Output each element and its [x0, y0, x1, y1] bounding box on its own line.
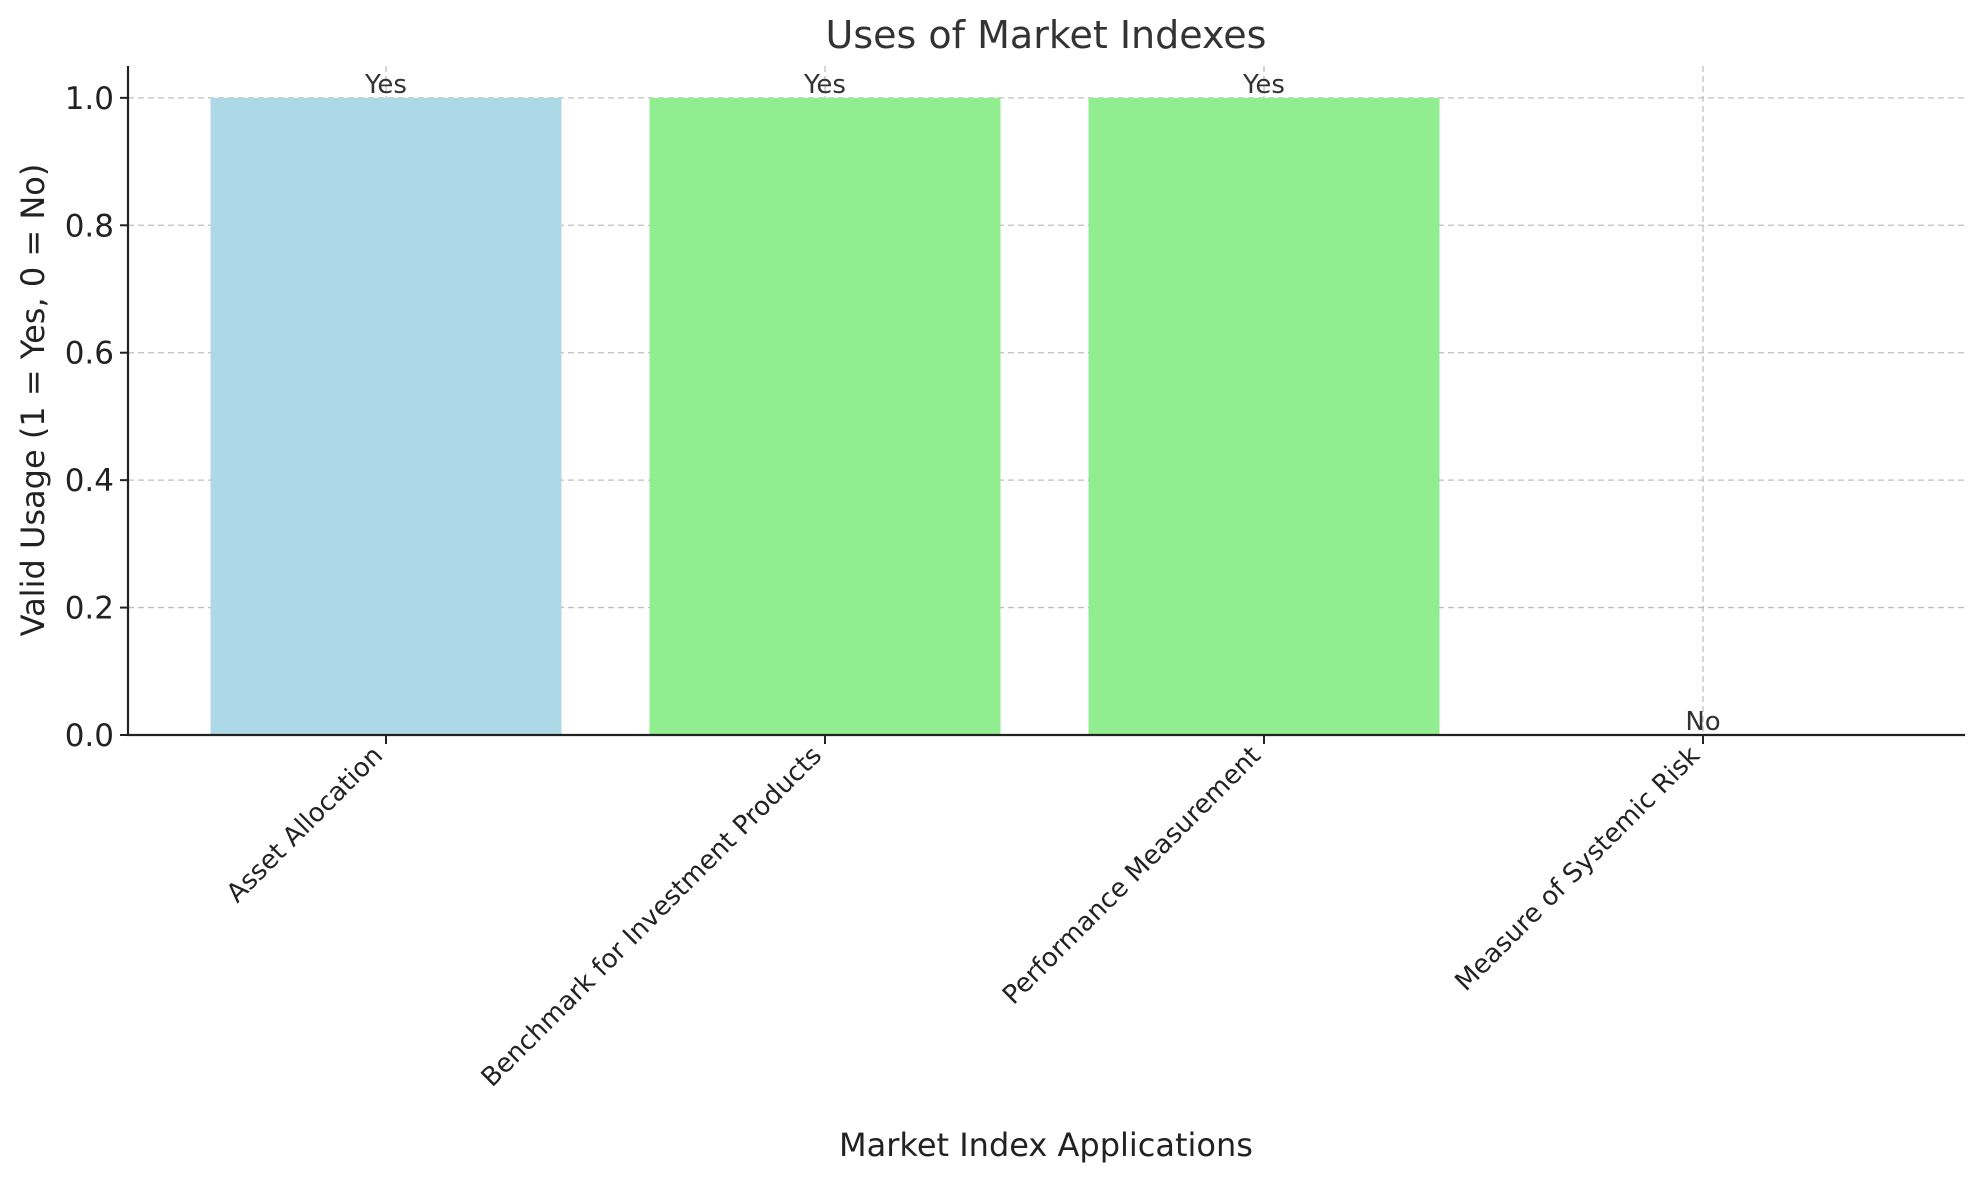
y-tick-label: 0.2 [65, 591, 114, 627]
bar [1088, 97, 1440, 736]
y-tick-label: 0.6 [65, 336, 114, 372]
x-tick-label: Asset Allocation [221, 741, 389, 909]
bar [210, 97, 562, 736]
data-label: No [1685, 707, 1720, 737]
x-tick-label: Measure of Systemic Risk [1449, 741, 1705, 997]
x-tick-label: Benchmark for Investment Products [476, 741, 828, 1093]
bar [649, 97, 1001, 736]
axes [126, 66, 1965, 737]
x-tick-label: Performance Measurement [997, 741, 1267, 1011]
y-axis-label: Valid Usage (1 = Yes, 0 = No) [14, 164, 52, 637]
y-tick-label: 1.0 [65, 81, 114, 117]
chart-title: Uses of Market Indexes [826, 13, 1267, 57]
data-label: Yes [1242, 70, 1285, 100]
data-label: Yes [803, 70, 846, 100]
x-axis-label: Market Index Applications [839, 1126, 1253, 1164]
data-label: Yes [364, 70, 407, 100]
y-tick-label: 0.4 [65, 463, 114, 499]
bars [210, 97, 1440, 736]
y-tick-label: 0.0 [65, 718, 114, 754]
y-tick-label: 0.8 [65, 208, 114, 244]
data-labels: Yes Yes Yes No [364, 70, 1721, 737]
